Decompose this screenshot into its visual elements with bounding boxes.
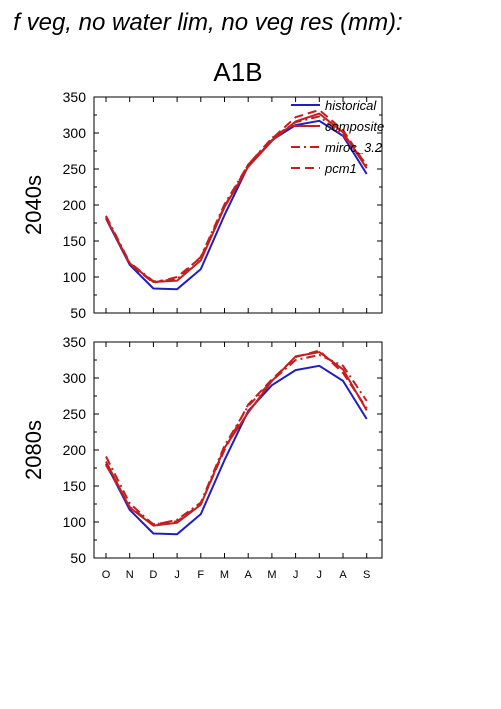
y-tick-label: 200: [63, 197, 87, 213]
x-tick-label: J: [174, 569, 180, 581]
x-tick-label: F: [197, 569, 204, 581]
x-tick-label: J: [293, 569, 299, 581]
chart-panels: 50 100 150 200 250 300 350 2040s historical compo…: [21, 89, 384, 581]
y-tick-label: 150: [63, 233, 87, 249]
y-tick-label: 300: [63, 125, 87, 141]
row-label: 2040s: [21, 175, 46, 235]
x-tick-label: J: [317, 569, 323, 581]
y-tick-label: 50: [70, 550, 86, 566]
chart-panel-1: 50 100 150 200 250 300 350 2040s historical compo…: [21, 89, 384, 321]
series-line-historical: [105, 119, 368, 291]
series-line-miroc-3-2: [105, 115, 368, 283]
x-tick-label: M: [267, 569, 276, 581]
y-tick-label: 150: [63, 478, 87, 494]
legend: historical composite miroc_3.2 pcm1: [291, 98, 384, 176]
series-line-composite: [105, 112, 368, 283]
y-tick-label: 250: [63, 161, 87, 177]
series-line-composite: [105, 351, 368, 527]
y-tick-label: 350: [63, 89, 87, 105]
chart-panel-2: 50 100 150 200 250 300 350 O N D J F M A M J J A S 2080s: [21, 334, 383, 581]
series-line-miroc-3-2: [105, 354, 368, 526]
y-tick-label: 100: [63, 514, 87, 530]
figure-title: f veg, no water lim, no veg res (mm):: [13, 9, 402, 36]
legend-label: historical: [325, 98, 377, 113]
x-tick-label: D: [149, 569, 157, 581]
series-line-pcm1: [105, 109, 368, 284]
y-tick-label: 200: [63, 442, 87, 458]
y-tick-label: 350: [63, 334, 87, 350]
series-line-historical: [105, 364, 368, 536]
x-tick-label: A: [339, 569, 347, 581]
y-tick-label: 300: [63, 370, 87, 386]
legend-label: composite: [325, 119, 384, 134]
y-tick-label: 100: [63, 269, 87, 285]
y-tick-label: 50: [70, 305, 86, 321]
y-tick-label: 250: [63, 406, 87, 422]
x-tick-label: O: [102, 569, 111, 581]
x-tick-label: M: [220, 569, 229, 581]
figure-subtitle: A1B: [213, 57, 262, 87]
x-tick-label: A: [245, 569, 253, 581]
row-label: 2080s: [21, 420, 46, 480]
legend-label: pcm1: [324, 161, 357, 176]
series-line-pcm1: [105, 349, 368, 526]
x-tick-label: S: [363, 569, 370, 581]
plot-frame: [93, 341, 383, 559]
legend-label: miroc_3.2: [325, 140, 383, 155]
x-tick-label: N: [126, 569, 134, 581]
